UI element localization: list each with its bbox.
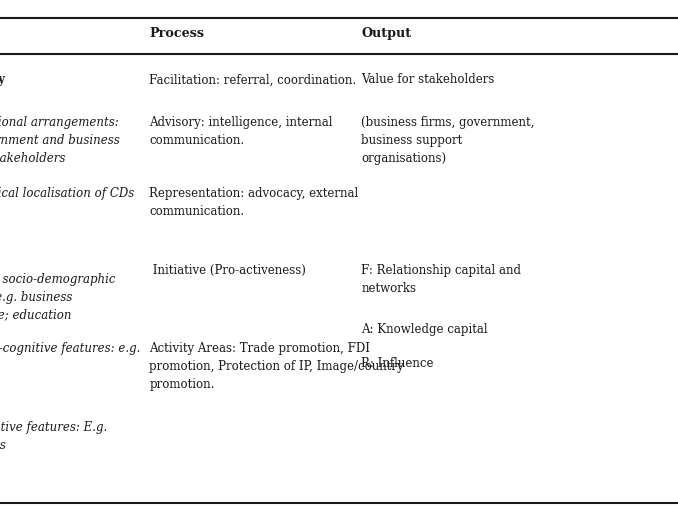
Text: Advisory: intelligence, internal
communication.: Advisory: intelligence, internal communi… — [149, 116, 333, 147]
Text: Non-cognitive features: E.g.
promotions: Non-cognitive features: E.g. promotions — [0, 421, 107, 452]
Text: Individual-cognitive features: e.g.
attitude: Individual-cognitive features: e.g. atti… — [0, 342, 140, 373]
Text: Activity Areas: Trade promotion, FDI
promotion, Protection of IP, Image/country
: Activity Areas: Trade promotion, FDI pro… — [149, 342, 404, 391]
Text: Value for stakeholders: Value for stakeholders — [361, 73, 495, 86]
Text: Representation: advocacy, external
communication.: Representation: advocacy, external commu… — [149, 187, 359, 218]
Text: Individual socio-demographic
features: e.g. business
experience; education: Individual socio-demographic features: e… — [0, 273, 115, 322]
Text: Geographical localisation of CDs: Geographical localisation of CDs — [0, 187, 134, 200]
Text: R: Influence: R: Influence — [361, 357, 434, 370]
Text: (business firms, government,
business support
organisations): (business firms, government, business su… — [361, 116, 535, 165]
Text: Process: Process — [149, 27, 204, 40]
Text: Capability: Capability — [0, 73, 6, 86]
Text: Facilitation: referral, coordination.: Facilitation: referral, coordination. — [149, 73, 356, 86]
Text: Initiative (Pro-activeness): Initiative (Pro-activeness) — [149, 264, 306, 277]
Text: F: Relationship capital and
networks: F: Relationship capital and networks — [361, 264, 521, 295]
Text: Organisational arrangements:
e.g. Government and business
support stakeholders: Organisational arrangements: e.g. Govern… — [0, 116, 120, 165]
Text: Output: Output — [361, 27, 412, 40]
Text: A: Knowledge capital: A: Knowledge capital — [361, 322, 488, 335]
